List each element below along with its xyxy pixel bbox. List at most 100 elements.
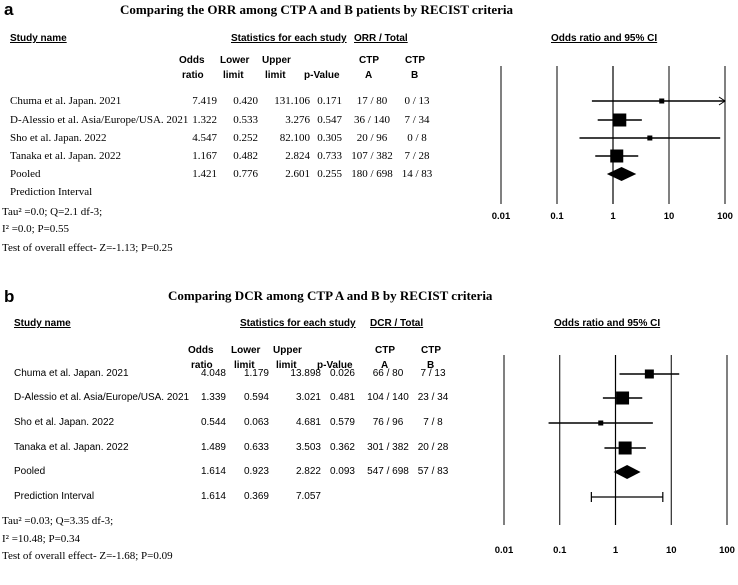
upper-limit-header-line1: Upper [273, 345, 302, 356]
p-value: 0.093 [329, 466, 355, 477]
study-label: Sho et al. Japan. 2022 [10, 132, 107, 144]
upper-limit-value: 3.276 [285, 114, 310, 126]
study-label: Prediction Interval [14, 491, 95, 502]
point-estimate-square [613, 113, 627, 127]
heterogeneity-stat: Test of overall effect- Z=-1.68; P=0.09 [2, 550, 173, 562]
study-label: Chuma et al. Japan. 2021 [10, 95, 122, 107]
lower-limit-value: 1.179 [243, 368, 269, 379]
odds-ratio-header-line2: ratio [182, 70, 204, 81]
p-value-header: p-Value [317, 360, 353, 371]
upper-limit-value: 2.601 [285, 168, 310, 180]
chart-title: Comparing the ORR among CTP A and B pati… [120, 2, 514, 17]
lower-limit-value: 0.420 [233, 95, 258, 107]
upper-limit-value: 2.824 [285, 150, 310, 162]
upper-limit-value: 3.503 [295, 442, 321, 453]
ctp-a-header-line2: A [365, 70, 373, 81]
ctp-a-count: 301 / 382 [367, 442, 409, 453]
x-tick-label: 0.01 [494, 545, 514, 556]
odds-ratio-header-line1: Odds [188, 345, 214, 356]
ctp-a-count: 107 / 382 [351, 150, 393, 162]
ctp-b-count: 57 / 83 [417, 466, 449, 477]
x-tick-label: 100 [717, 211, 733, 222]
lower-limit-value: 0.369 [243, 491, 269, 502]
study-label: Chuma et al. Japan. 2021 [14, 368, 129, 379]
ctp-b-count: 20 / 28 [417, 442, 449, 453]
lower-limit-value: 0.633 [243, 442, 269, 453]
upper-limit-value: 13.898 [290, 368, 321, 379]
heterogeneity-stat: Tau² =0.03; Q=3.35 df-3; [2, 515, 114, 527]
lower-limit-header-line2: limit [234, 360, 255, 371]
upper-limit-header-line2: limit [265, 70, 286, 81]
lower-limit-value: 0.776 [233, 168, 258, 180]
p-value: 0.171 [317, 95, 342, 107]
pooled-diamond [613, 465, 641, 479]
upper-limit-value: 2.822 [295, 466, 321, 477]
study-name-header: Study name [10, 33, 67, 44]
plot-title-header: Odds ratio and 95% CI [551, 33, 658, 44]
ci-arrow [718, 96, 726, 106]
panel-letter: a [4, 0, 14, 19]
lower-limit-header-line2: limit [223, 70, 244, 81]
study-label: Prediction Interval [10, 186, 93, 198]
ctp-b-count: 7 / 34 [404, 114, 430, 126]
ctp-a-count: 66 / 80 [372, 368, 404, 379]
plot-title-header: Odds ratio and 95% CI [554, 318, 661, 329]
study-label: D-Alessio et al. Asia/Europe/USA. 2021 [14, 392, 190, 403]
lower-limit-value: 0.252 [233, 132, 258, 144]
p-value: 0.547 [317, 114, 342, 126]
study-label: Pooled [10, 168, 41, 180]
odds-ratio-value: 1.339 [200, 392, 226, 403]
p-value: 0.362 [329, 442, 355, 453]
ctp-b-count: 0 / 8 [407, 132, 427, 144]
study-name-header: Study name [14, 318, 71, 329]
ctp-a-header-line2: A [381, 360, 389, 371]
ctp-a-count: 180 / 698 [351, 168, 393, 180]
ctp-b-count: 7 / 8 [423, 417, 443, 428]
odds-ratio-header-line2: ratio [191, 360, 213, 371]
group-total-header: ORR / Total [354, 33, 408, 44]
point-estimate-square [616, 391, 630, 405]
point-estimate-square [647, 135, 653, 141]
lower-limit-value: 0.923 [243, 466, 269, 477]
odds-ratio-value: 7.419 [192, 95, 217, 107]
upper-limit-value: 3.021 [295, 392, 321, 403]
upper-limit-value: 82.100 [279, 132, 310, 144]
ctp-b-count: 14 / 83 [401, 168, 433, 180]
study-label: Pooled [14, 466, 46, 477]
ctp-a-count: 36 / 140 [353, 114, 391, 126]
odds-ratio-value: 1.167 [192, 150, 217, 162]
heterogeneity-stat: Test of overall effect- Z=-1.13; P=0.25 [2, 242, 173, 254]
odds-ratio-value: 1.322 [192, 114, 217, 126]
study-label: D-Alessio et al. Asia/Europe/USA. 2021 [10, 114, 189, 126]
point-estimate-square [644, 369, 654, 379]
ctp-a-count: 104 / 140 [367, 392, 409, 403]
ctp-a-count: 17 / 80 [356, 95, 388, 107]
ctp-b-count: 7 / 28 [404, 150, 430, 162]
odds-ratio-value: 4.048 [200, 368, 226, 379]
x-tick-label: 10 [665, 545, 677, 556]
lower-limit-value: 0.482 [233, 150, 258, 162]
ctp-b-header-line1: CTP [421, 345, 441, 356]
panel-letter: b [4, 287, 15, 306]
p-value: 0.305 [317, 132, 342, 144]
odds-ratio-value: 0.544 [200, 417, 226, 428]
x-tick-label: 0.01 [491, 211, 511, 222]
point-estimate-square [610, 149, 624, 163]
point-estimate-square [598, 420, 604, 426]
p-value: 0.026 [329, 368, 355, 379]
upper-limit-value: 131.106 [274, 95, 310, 107]
x-tick-label: 10 [663, 211, 675, 222]
chart-title: Comparing DCR among CTP A and B by RECIS… [168, 288, 493, 303]
odds-ratio-value: 1.489 [200, 442, 226, 453]
stats-group-header: Statistics for each study [231, 33, 347, 44]
lower-limit-value: 0.063 [243, 417, 269, 428]
point-estimate-square [618, 441, 632, 455]
x-tick-label: 1 [610, 211, 616, 222]
odds-ratio-value: 1.614 [200, 491, 226, 502]
p-value-header: p-Value [304, 70, 340, 81]
x-tick-label: 1 [612, 545, 619, 556]
pooled-diamond [606, 167, 637, 181]
